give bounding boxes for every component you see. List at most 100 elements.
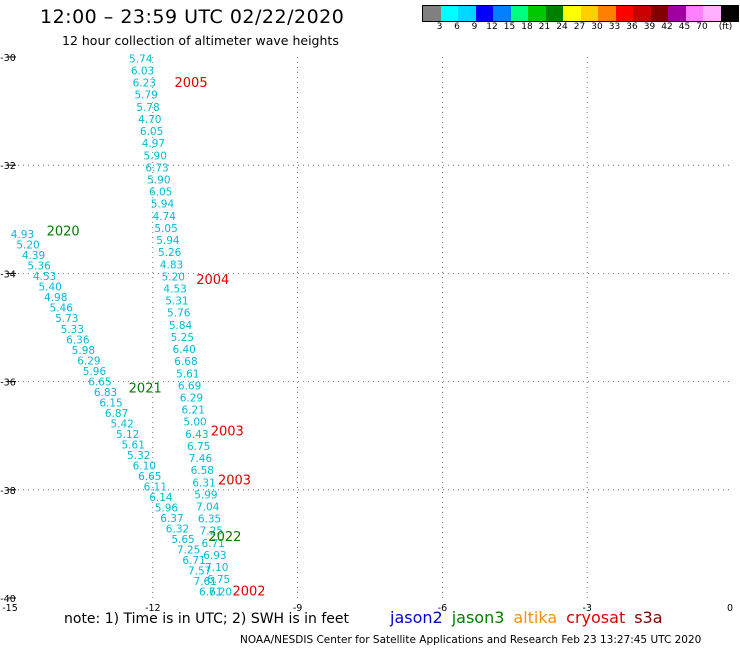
y-tick-label: -30: [0, 53, 16, 64]
color-scale-label: 30: [591, 22, 603, 32]
wave-height-label: 6.75: [187, 441, 210, 453]
legend-entry-s3a: s3a: [634, 608, 663, 627]
color-scale-label: 21: [538, 22, 551, 32]
wave-height-label: 7.25: [200, 526, 223, 538]
y-tick-label: -36: [0, 378, 16, 389]
wave-height-label: 5.76: [167, 308, 191, 320]
wave-height-label: 5.90: [144, 150, 167, 162]
color-swatch: [493, 6, 511, 21]
wave-height-label: 6.58: [191, 465, 214, 477]
page-title: 12:00 – 23:59 UTC 02/22/2020: [40, 6, 345, 28]
wave-height-label: 6.71: [182, 555, 205, 567]
wave-height-label: 6.29: [180, 393, 203, 405]
color-swatch: [685, 6, 703, 21]
wave-height-label: 4.97: [142, 138, 165, 150]
wave-height-label: 5.26: [158, 247, 182, 259]
color-swatch: [633, 6, 651, 21]
time-annotation: 2003: [218, 473, 251, 488]
wave-height-label: 5.40: [38, 282, 61, 294]
wave-height-label: 4.83: [160, 259, 183, 271]
color-swatch: [703, 6, 721, 21]
wave-height-label: 6.10: [133, 460, 156, 472]
page-subtitle: 12 hour collection of altimeter wave hei…: [62, 33, 339, 48]
legend-entry-cryosat: cryosat: [566, 608, 626, 627]
time-annotation: 2021: [129, 381, 162, 396]
time-annotation: 2022: [208, 530, 241, 545]
wave-height-label: 5.65: [171, 534, 194, 546]
color-swatch: [720, 6, 738, 21]
wave-height-label: 6.43: [185, 429, 208, 441]
color-scale-label: 6: [454, 22, 460, 32]
wave-height-label: 6.69: [178, 380, 201, 392]
color-swatch: [545, 6, 563, 21]
wave-height-label: 5.42: [110, 418, 133, 430]
wave-height-label: 5.46: [50, 303, 74, 315]
wave-height-label: 5.99: [194, 489, 217, 501]
wave-height-label: 6.05: [140, 126, 163, 138]
wave-height-label: 6.23: [133, 78, 156, 90]
wave-height-label: 5.32: [127, 450, 150, 462]
color-scale-label: 18: [521, 22, 533, 32]
wave-height-label: 4.39: [22, 250, 45, 262]
color-scale-bar: [422, 5, 739, 22]
time-annotation: 2004: [196, 273, 229, 288]
color-scale-label: 3: [436, 22, 443, 32]
color-scale-label: 27: [573, 22, 586, 32]
color-scale-label: 39: [643, 22, 656, 32]
time-annotation: 2020: [47, 225, 80, 240]
wave-height-label: 7.46: [189, 453, 213, 465]
wave-height-label: 6.29: [77, 355, 100, 367]
wave-height-label: 6.73: [145, 162, 168, 174]
wave-height-label: 5.61: [176, 368, 199, 380]
wave-height-label: 6.65: [138, 471, 161, 483]
wave-height-label: 6.83: [94, 387, 117, 399]
units-note: note: 1) Time is in UTC; 2) SWH is in fe…: [64, 611, 350, 627]
wave-height-label: 5.31: [165, 296, 188, 308]
wave-height-label: 5.78: [136, 102, 159, 114]
legend-entry-jason3: jason3: [451, 608, 505, 627]
color-swatch: [528, 6, 546, 21]
color-swatch: [440, 6, 458, 21]
wave-height-label: 5.98: [72, 345, 95, 357]
color-swatch: [668, 6, 686, 21]
wave-height-label: 6.31: [192, 477, 215, 489]
color-scale-label: 15: [503, 22, 516, 32]
wave-height-label: 4.53: [163, 284, 186, 296]
wave-height-label: 7.25: [177, 544, 200, 556]
color-scale-label: 24: [556, 22, 568, 32]
wave-height-label: 5.90: [147, 175, 170, 187]
color-scale-label: (ft): [718, 22, 733, 32]
wave-height-label: 5.84: [169, 320, 193, 332]
wave-height-label: 6.68: [174, 356, 197, 368]
wave-height-label: 6.37: [160, 513, 183, 525]
wave-height-label: 4.98: [44, 292, 67, 304]
wave-height-label: 6.11: [144, 481, 167, 493]
color-swatch: [650, 6, 668, 21]
wave-height-label: 4.70: [138, 114, 161, 126]
y-tick-label: -32: [0, 161, 16, 172]
color-swatch: [598, 6, 616, 21]
wave-height-label: 6.35: [198, 514, 221, 526]
wave-height-label: 5.94: [156, 235, 180, 247]
wave-height-label: 4.53: [33, 271, 56, 283]
wave-height-label: 5.36: [27, 261, 51, 273]
wave-height-label: 5.61: [122, 439, 145, 451]
wave-height-label: 6.14: [149, 492, 173, 504]
wave-height-label: 6.05: [149, 187, 172, 199]
color-scale-label: 45: [678, 22, 691, 32]
wave-height-label: 5.20: [16, 240, 39, 252]
color-scale-labels: 3 6 9 12 15 18 21 24 27 30 33 36 39 42 45 70 (ft): [422, 22, 740, 34]
x-tick-label: -3: [582, 603, 591, 614]
wave-height-label: 5.33: [61, 324, 84, 336]
color-swatch: [423, 6, 441, 21]
wave-height-label: 7.57: [188, 565, 211, 577]
wave-height-label: 6.65: [88, 376, 111, 388]
y-tick-label: -34: [0, 269, 16, 280]
time-annotation: 2002: [232, 584, 265, 599]
wave-height-label: 5.25: [171, 332, 194, 344]
x-tick-label: -12: [145, 603, 161, 614]
wave-height-label: 5.79: [134, 90, 157, 102]
x-tick-label: -15: [2, 603, 18, 614]
color-swatch: [615, 6, 633, 21]
